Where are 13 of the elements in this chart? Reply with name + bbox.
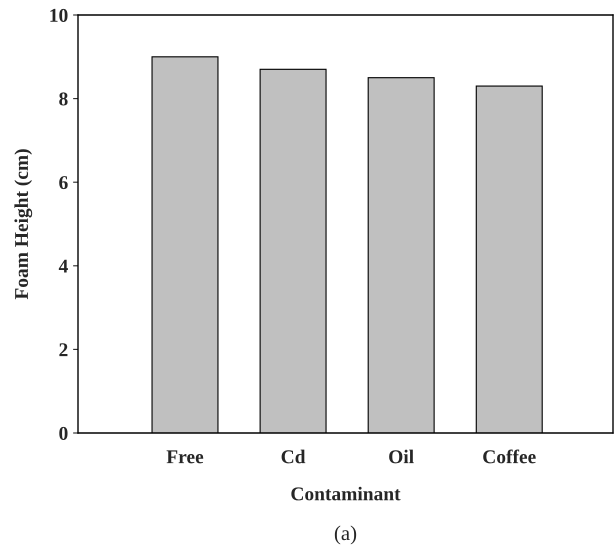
y-axis-title: Foam Height (cm) — [14, 149, 32, 300]
x-tick-label: Free — [166, 450, 204, 464]
x-tick-label: Cd — [282, 450, 306, 464]
x-tick-label: Oil — [389, 450, 414, 464]
y-tick-label: 4 — [58, 260, 68, 273]
x-axis-title: Contaminant — [291, 486, 401, 500]
y-tick-label: 8 — [59, 92, 68, 106]
y-tick-label: 0 — [59, 426, 68, 440]
y-tick-label: 6 — [59, 176, 68, 190]
y-tick-label: 10 — [50, 8, 68, 22]
y-tick-label: 2 — [59, 343, 68, 356]
x-tick-label: Coffee — [483, 449, 536, 464]
text: (a) — [334, 526, 356, 544]
